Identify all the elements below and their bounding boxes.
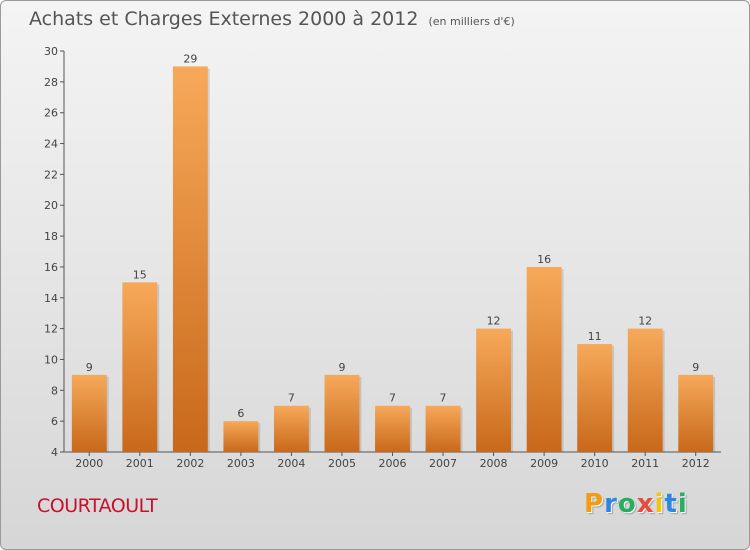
x-tick-label: 2002 <box>176 457 204 470</box>
logo-letter: t <box>664 489 678 519</box>
x-tick-label: 2011 <box>631 457 659 470</box>
data-label: 11 <box>588 330 602 343</box>
y-tick-label: 30 <box>44 45 58 58</box>
x-tick-label: 2003 <box>227 457 255 470</box>
data-label: 7 <box>389 392 396 405</box>
y-tick-label: 4 <box>51 446 58 459</box>
logo-letter: i <box>677 489 688 519</box>
y-tick-label: 16 <box>44 261 58 274</box>
chart-title-text: Achats et Charges Externes 2000 à 2012 <box>29 8 419 30</box>
bar <box>526 266 562 452</box>
x-axis: 2000 2001 2002 2003 2004 2005 2006 2007 2008 2009… <box>64 451 721 470</box>
y-tick-label: 24 <box>44 138 58 151</box>
data-label: 9 <box>86 361 93 374</box>
location-name: COURTAOULT <box>37 495 158 517</box>
proxiti-logo: Proxiti <box>584 489 688 519</box>
y-tick-label: 28 <box>44 76 58 89</box>
y-tick-label: 22 <box>44 168 58 181</box>
bar <box>678 374 714 452</box>
chart-subtitle: (en milliers d'€) <box>428 15 515 28</box>
data-label: 7 <box>440 392 447 405</box>
data-label: 12 <box>638 315 652 328</box>
x-tick-label: 2000 <box>75 457 103 470</box>
data-label: 29 <box>183 52 197 65</box>
logo-letter: r <box>604 489 618 519</box>
x-tick-label: 2006 <box>379 457 407 470</box>
y-axis: 4 6 8 10 12 14 16 18 20 22 24 26 28 30 <box>44 45 65 459</box>
logo-letter: P <box>584 489 605 519</box>
x-tick-label: 2007 <box>429 457 457 470</box>
bar <box>375 405 410 452</box>
bar <box>122 282 158 452</box>
data-label: 9 <box>338 361 345 374</box>
y-tick-label: 8 <box>51 384 58 397</box>
x-tick-label: 2004 <box>277 457 305 470</box>
x-tick-label: 2001 <box>126 457 154 470</box>
data-label: 16 <box>537 253 551 266</box>
chart-title: Achats et Charges Externes 2000 à 2012 (e… <box>29 8 515 30</box>
bar <box>273 405 309 452</box>
y-tick-label: 12 <box>44 323 58 336</box>
data-label: 7 <box>288 392 295 405</box>
bar <box>172 66 208 452</box>
logo-letter: o <box>617 489 637 519</box>
bars: 9 15 29 6 7 9 7 7 12 16 11 12 9 <box>71 52 716 452</box>
y-tick-label: 26 <box>44 107 58 120</box>
y-tick-label: 18 <box>44 230 58 243</box>
y-tick-label: 10 <box>44 353 58 366</box>
x-tick-label: 2005 <box>328 457 356 470</box>
logo-letter: x <box>636 489 655 519</box>
logo-letter: i <box>654 489 665 519</box>
bar <box>425 405 461 452</box>
y-tick-label: 14 <box>44 292 58 305</box>
x-tick-label: 2012 <box>682 457 710 470</box>
data-label: 6 <box>237 407 244 420</box>
x-tick-label: 2009 <box>530 457 558 470</box>
bar <box>324 374 360 452</box>
y-tick-label: 20 <box>44 199 58 212</box>
x-tick-label: 2010 <box>581 457 609 470</box>
x-tick-label: 2008 <box>480 457 508 470</box>
bar <box>223 421 259 452</box>
bar <box>476 328 512 452</box>
bar <box>71 374 107 452</box>
data-label: 9 <box>692 361 699 374</box>
bar <box>577 344 613 452</box>
data-label: 15 <box>133 268 147 281</box>
data-label: 12 <box>487 315 501 328</box>
bar <box>627 328 663 452</box>
y-tick-label: 6 <box>51 415 58 428</box>
